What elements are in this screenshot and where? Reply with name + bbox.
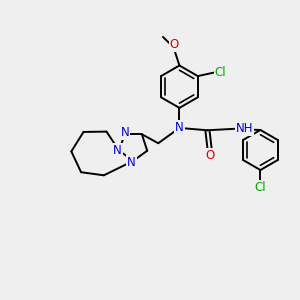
Text: NH: NH (236, 122, 254, 135)
Text: N: N (113, 144, 122, 157)
Text: Cl: Cl (215, 66, 226, 79)
Text: O: O (169, 38, 179, 51)
Text: Cl: Cl (255, 181, 266, 194)
Text: N: N (121, 126, 130, 139)
Text: N: N (175, 122, 184, 134)
Text: N: N (128, 156, 136, 169)
Text: O: O (205, 149, 214, 162)
